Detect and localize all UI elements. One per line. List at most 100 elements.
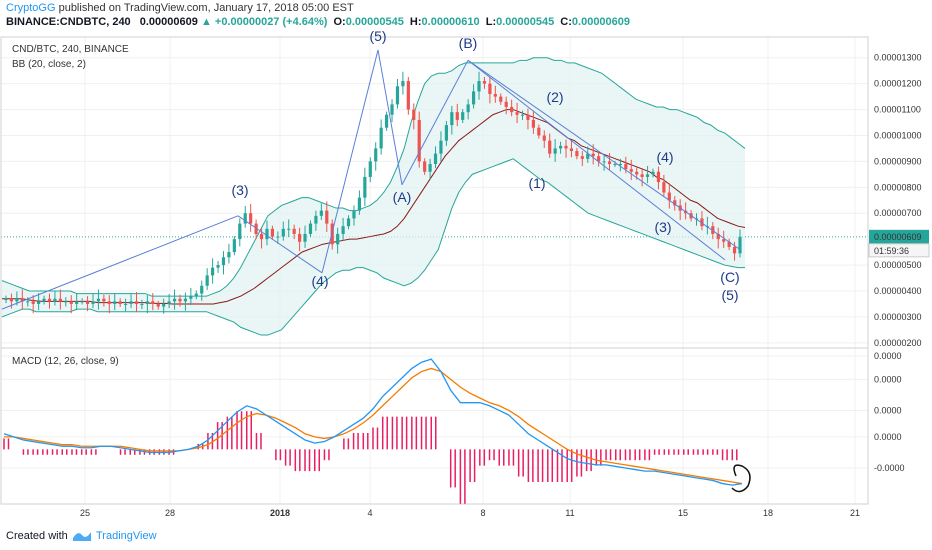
candle-body bbox=[129, 301, 133, 304]
ohlc-line: BINANCE:CNDBTC, 240 0.00000609 ▲ +0.0000… bbox=[6, 16, 630, 28]
candle-body bbox=[319, 210, 323, 216]
candle-body bbox=[738, 236, 742, 254]
candle-body bbox=[510, 106, 514, 113]
candle-body bbox=[499, 96, 503, 102]
candle-body bbox=[167, 301, 171, 304]
bb-fill bbox=[2, 57, 745, 336]
tradingview-brand-link[interactable]: TradingView bbox=[96, 530, 157, 542]
candle-body bbox=[200, 285, 204, 294]
x-tick-label: 15 bbox=[678, 508, 688, 518]
last-price-tag bbox=[869, 229, 929, 244]
price-chart[interactable]: (5) (B) (2) (4) (3) (A) (1) (3) (4) (C) (5) 0.0000… bbox=[0, 30, 932, 522]
candle-body bbox=[26, 301, 30, 303]
candle-body bbox=[640, 174, 644, 177]
candle-body bbox=[602, 161, 606, 163]
candle-body bbox=[450, 112, 454, 126]
candle-body bbox=[580, 156, 584, 159]
wave-line bbox=[377, 49, 403, 185]
low-label: L: bbox=[485, 16, 497, 28]
candle-body bbox=[189, 296, 193, 299]
author-link[interactable]: CryptoGG bbox=[6, 2, 56, 14]
high-label: H: bbox=[409, 16, 422, 28]
candle-body bbox=[471, 91, 476, 105]
price-legend-symbol: CND/BTC, 240, BINANCE bbox=[12, 44, 129, 55]
candle-body bbox=[428, 163, 432, 172]
candle-body bbox=[75, 301, 79, 304]
candle-body bbox=[645, 174, 650, 177]
published-text: published on TradingView.com, January 17… bbox=[58, 2, 354, 14]
x-tick-label: 4 bbox=[367, 508, 372, 518]
channel-line bbox=[467, 59, 741, 250]
candle-body bbox=[368, 161, 372, 177]
candle-body bbox=[69, 301, 73, 304]
candle-body bbox=[542, 135, 546, 141]
y-tick-label: 0.00001300 bbox=[874, 53, 922, 63]
candle-body bbox=[346, 218, 351, 227]
candle-body bbox=[363, 176, 367, 198]
macd-pane-border bbox=[0, 347, 869, 505]
candles bbox=[4, 71, 742, 314]
candle-body bbox=[624, 163, 628, 170]
candle-body bbox=[341, 226, 345, 234]
x-tick-label: 2018 bbox=[270, 508, 290, 518]
candle-body bbox=[635, 171, 639, 175]
candle-body bbox=[124, 303, 128, 305]
candle-body bbox=[374, 148, 378, 162]
candle-body bbox=[526, 114, 530, 120]
open-value: 0.00000545 bbox=[345, 16, 404, 28]
candle-body bbox=[47, 298, 52, 302]
hand-drawn-circle bbox=[731, 464, 751, 493]
candle-body bbox=[140, 303, 144, 305]
candle-body bbox=[64, 301, 68, 303]
candle-body bbox=[232, 239, 236, 253]
change-value: +0.00000027 (+4.64%) bbox=[214, 16, 328, 28]
candle-body bbox=[515, 112, 519, 115]
wave-label: (2) bbox=[546, 89, 563, 105]
candle-body bbox=[287, 228, 291, 230]
candle-body bbox=[732, 246, 737, 254]
candle-body bbox=[455, 112, 459, 120]
candle-body bbox=[134, 301, 139, 304]
candle-body bbox=[243, 213, 247, 224]
candle-body bbox=[629, 169, 633, 172]
candle-body bbox=[597, 156, 601, 162]
candle-body bbox=[276, 236, 280, 238]
candle-body bbox=[667, 192, 671, 201]
footer: Created with TradingView bbox=[0, 522, 932, 550]
candle-body bbox=[15, 298, 19, 302]
candle-body bbox=[488, 83, 492, 95]
candle-body bbox=[591, 153, 595, 157]
y-tick-label: 0.00000500 bbox=[874, 260, 922, 270]
candle-body bbox=[727, 241, 731, 247]
candle-body bbox=[205, 275, 209, 286]
candle-body bbox=[531, 119, 535, 128]
candle-body bbox=[336, 233, 340, 245]
macd-tick-label: 0.0000 bbox=[874, 351, 902, 361]
candle-body bbox=[433, 153, 438, 164]
macd-line bbox=[3, 358, 743, 486]
last-price-label: 0.00000609 bbox=[874, 232, 922, 242]
close-value: 0.00000609 bbox=[571, 16, 631, 28]
candle-body bbox=[259, 233, 264, 240]
candle-body bbox=[37, 301, 41, 304]
candle-body bbox=[42, 298, 46, 302]
candle-body bbox=[558, 145, 563, 149]
axes: 0.00001300 0.00001200 0.00001100 0.00001000… bbox=[80, 53, 930, 518]
candle-body bbox=[553, 148, 557, 154]
grid bbox=[1, 37, 868, 504]
candle-body bbox=[118, 301, 122, 304]
countdown-label: 01:59:36 bbox=[874, 246, 909, 256]
candle-body bbox=[607, 161, 612, 164]
price-legend-bb: BB (20, close, 2) bbox=[12, 59, 86, 70]
open-label: O: bbox=[333, 16, 346, 28]
y-tick-label: 0.00000800 bbox=[874, 182, 922, 192]
wave-label: (B) bbox=[459, 35, 478, 51]
wave-label: (5) bbox=[721, 287, 738, 303]
candle-body bbox=[183, 298, 188, 302]
candle-body bbox=[461, 112, 465, 120]
candle-body bbox=[379, 127, 383, 149]
candle-body bbox=[151, 301, 155, 304]
symbol-label: BINANCE:CNDBTC, 240 bbox=[6, 16, 131, 28]
chart-header: CryptoGG published on TradingView.com, J… bbox=[0, 0, 932, 30]
candle-body bbox=[4, 298, 8, 301]
